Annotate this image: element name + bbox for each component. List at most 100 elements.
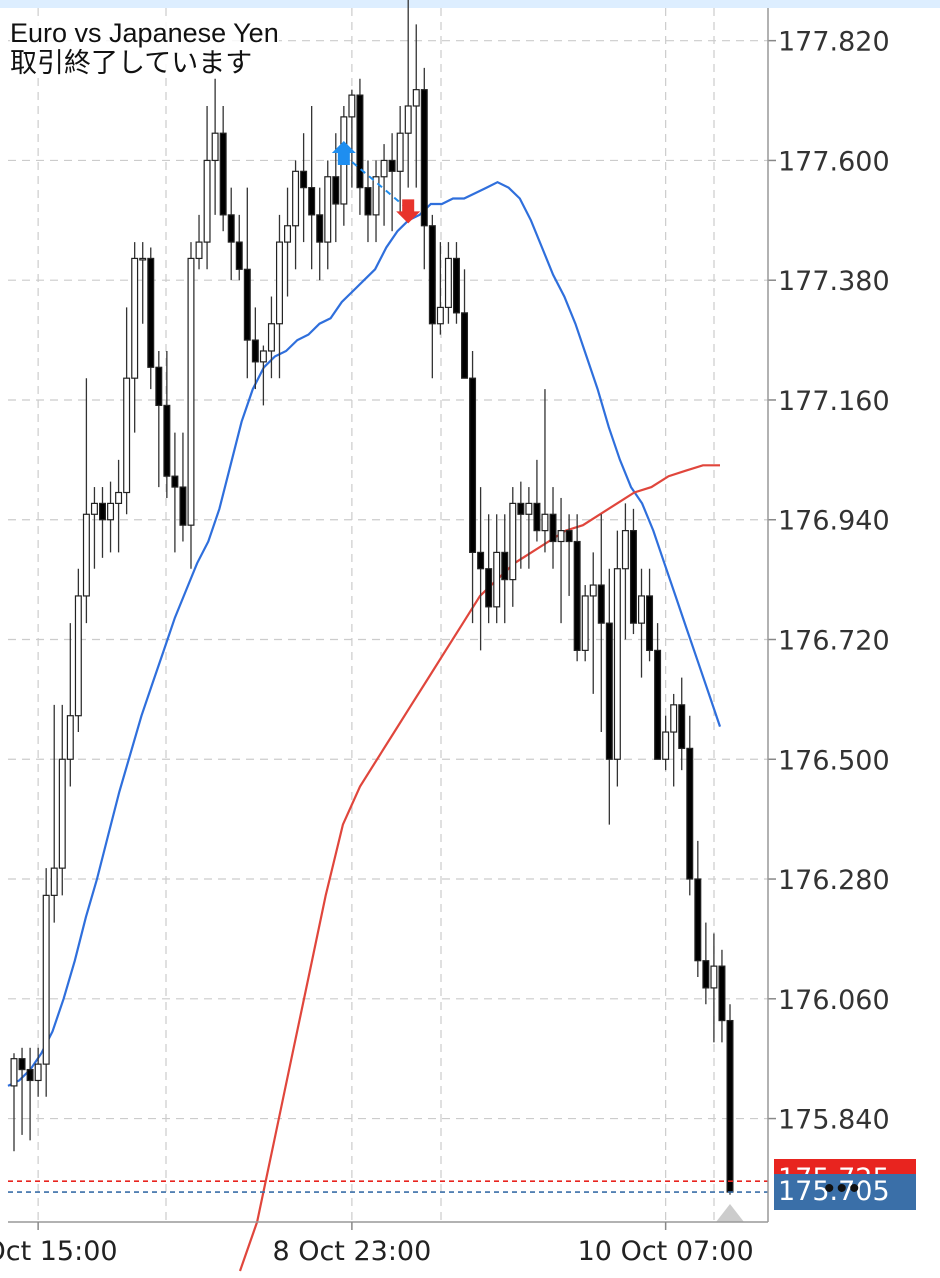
candle-down xyxy=(98,502,106,521)
candle-up xyxy=(58,758,66,869)
candle-up xyxy=(436,306,444,325)
candle-up xyxy=(589,584,597,597)
candle-down xyxy=(501,551,509,581)
candle-down xyxy=(251,339,259,363)
candle-down xyxy=(388,159,396,172)
trade-link-line xyxy=(343,154,409,211)
y-tick-label: 177.380 xyxy=(778,266,890,297)
candle-up xyxy=(509,502,517,581)
candle-up xyxy=(131,257,139,379)
candle-down xyxy=(300,170,308,189)
candle-down xyxy=(517,502,525,515)
candles xyxy=(10,0,734,1195)
candle-down xyxy=(629,530,637,624)
candle-up xyxy=(107,502,115,521)
x-tick-label: 8 Oct 23:00 xyxy=(272,1236,431,1267)
candle-down xyxy=(718,965,726,1022)
trade-markers xyxy=(331,140,421,224)
candle-up xyxy=(396,132,404,172)
y-tick-label: 176.940 xyxy=(778,506,890,537)
candle-up xyxy=(581,595,589,651)
chart-title-box: Euro vs Japanese Yen 取引終了しています xyxy=(10,18,279,78)
candle-down xyxy=(686,747,694,880)
candle-down xyxy=(18,1058,26,1071)
candle-up xyxy=(123,377,131,494)
candle-down xyxy=(147,257,155,368)
candle-down xyxy=(565,530,573,543)
candle-down xyxy=(646,595,654,651)
candle-down xyxy=(227,214,235,243)
candle-up xyxy=(638,595,646,624)
market-status: 取引終了しています xyxy=(10,48,253,78)
candle-up xyxy=(66,715,74,760)
candle-down xyxy=(155,366,163,407)
candle-up xyxy=(259,350,267,363)
candle-up xyxy=(710,965,718,989)
candle-up xyxy=(621,530,629,570)
candle-up xyxy=(10,1058,18,1087)
candle-up xyxy=(275,241,283,325)
candle-down xyxy=(308,187,316,216)
candle-down xyxy=(573,540,581,651)
x-axis: 7 Oct 15:00 8 Oct 23:00 10 Oct 07:00 xyxy=(0,1221,768,1267)
candle-down xyxy=(678,704,686,749)
candle-down xyxy=(428,225,436,325)
candle-down xyxy=(171,475,179,488)
candle-down xyxy=(597,584,605,624)
candle-up xyxy=(372,176,380,216)
candle-up xyxy=(90,502,98,515)
candle-down xyxy=(702,960,710,989)
y-tick-label: 176.500 xyxy=(778,745,890,776)
y-tick-label: 175.840 xyxy=(778,1105,890,1136)
candle-down xyxy=(163,404,171,477)
candle-down xyxy=(243,268,251,341)
candle-up xyxy=(557,530,565,543)
candle-down xyxy=(316,214,324,243)
candle-up xyxy=(34,1063,42,1082)
candle-up xyxy=(115,491,123,504)
y-tick-label: 177.160 xyxy=(778,386,890,417)
candle-up xyxy=(211,132,219,162)
candle-up xyxy=(267,323,275,352)
x-tick-label: 7 Oct 15:00 xyxy=(0,1236,118,1267)
candle-up xyxy=(541,513,549,532)
candle-down xyxy=(332,176,340,205)
candle-up xyxy=(380,159,388,178)
sell-arrow-icon xyxy=(396,199,421,224)
candle-down xyxy=(235,241,243,270)
x-tick-label: 10 Oct 07:00 xyxy=(578,1236,754,1267)
candle-down xyxy=(694,878,702,962)
top-edge-bar xyxy=(0,0,940,8)
candle-down xyxy=(726,1019,734,1193)
candle-down xyxy=(477,551,485,570)
candle-down xyxy=(356,94,364,189)
candle-up xyxy=(195,241,203,260)
buy-arrow-icon xyxy=(331,140,356,165)
candle-up xyxy=(74,595,82,717)
y-axis: 177.820 177.600 177.380 177.160 176.940 176.7… xyxy=(767,8,890,1222)
candle-down xyxy=(364,187,372,216)
candle-down xyxy=(469,377,477,553)
more-options-icon[interactable]: ••• xyxy=(824,1172,862,1206)
candle-up xyxy=(613,568,621,760)
bid-price-badge: 175.705 xyxy=(774,1174,916,1211)
candle-up xyxy=(525,502,533,515)
y-tick-label: 177.820 xyxy=(778,27,890,58)
y-tick-label: 176.280 xyxy=(778,865,890,896)
candle-up xyxy=(292,170,300,227)
chart-grid xyxy=(8,8,768,1222)
candle-up xyxy=(82,513,90,597)
candle-down xyxy=(179,486,187,526)
candle-up xyxy=(404,105,412,134)
y-tick-label: 176.060 xyxy=(778,985,890,1016)
moving-average-fast-line xyxy=(7,180,722,1087)
candle-up xyxy=(324,176,332,243)
price-lines xyxy=(8,1180,768,1222)
current-bar-marker-icon xyxy=(716,1204,744,1222)
candle-up xyxy=(348,94,356,118)
candle-down xyxy=(654,649,662,760)
candle-up xyxy=(203,159,211,243)
candle-up xyxy=(139,257,147,261)
candle-up xyxy=(50,867,58,896)
